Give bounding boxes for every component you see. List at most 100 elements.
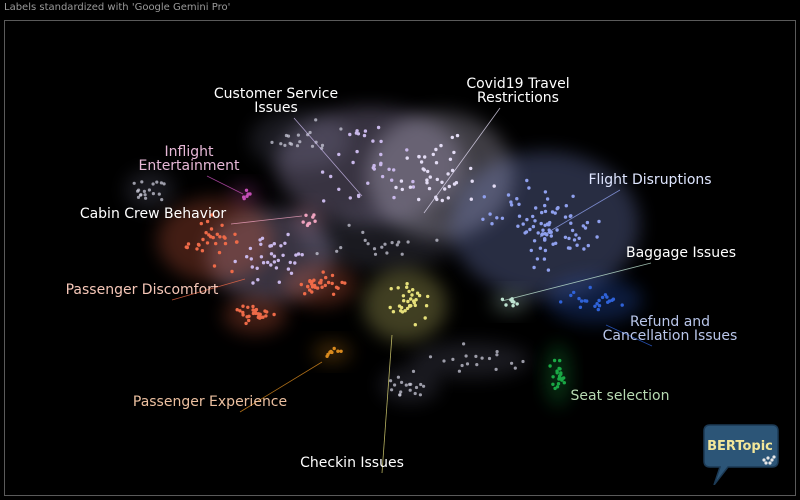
- point-checkin-issues: [411, 288, 415, 292]
- label-line: Refund and: [630, 314, 710, 330]
- point-covid19-travel-restrictions: [446, 196, 450, 200]
- point-flight-disruptions: [585, 220, 590, 225]
- glow-6-2: [223, 296, 287, 334]
- point-refund-and-cancellation-issues: [559, 300, 563, 304]
- point-passenger-discomfort: [251, 311, 256, 316]
- point-flight-disruptions: [539, 221, 543, 226]
- point-flight-disruptions: [572, 238, 577, 242]
- point-customer-service-issues: [281, 253, 285, 257]
- point-covid19-travel-restrictions: [446, 172, 450, 176]
- point-flight-disruptions: [481, 217, 485, 221]
- point-bg: [308, 130, 312, 135]
- point-cabin-crew-behavior: [313, 219, 317, 223]
- point-customer-service-issues: [387, 167, 391, 171]
- point-customer-service-issues: [259, 242, 263, 246]
- point-bg: [339, 246, 343, 250]
- point-flight-disruptions: [536, 231, 540, 235]
- point-seat-selection: [559, 371, 563, 375]
- point-flight-disruptions: [516, 224, 520, 228]
- point-bg: [279, 142, 283, 146]
- bertopic-logo-text: BERTopic: [707, 439, 773, 454]
- point-customer-service-issues: [272, 242, 276, 246]
- glow-6-1: [283, 264, 357, 306]
- point-bg: [397, 240, 401, 244]
- point-passenger-discomfort: [272, 312, 276, 317]
- point-flight-disruptions: [509, 203, 514, 207]
- leader-inflight-entertainment: [206, 175, 244, 195]
- point-customer-service-issues: [288, 260, 292, 265]
- point-checkin-issues: [405, 282, 409, 286]
- point-seat-selection: [553, 386, 557, 391]
- point-customer-service-issues: [266, 260, 270, 265]
- point-checkin-issues: [424, 304, 429, 308]
- point-passenger-discomfort: [246, 305, 250, 309]
- point-bg: [393, 383, 397, 387]
- point-bg: [413, 391, 417, 396]
- point-checkin-issues: [423, 316, 427, 320]
- point-customer-service-issues: [259, 255, 264, 259]
- label-checkin-issues: Checkin Issues: [300, 455, 404, 471]
- point-bg: [390, 388, 394, 392]
- point-bg: [400, 252, 404, 256]
- point-passenger-experience: [339, 349, 343, 353]
- leader-checkin-issues: [381, 334, 393, 474]
- point-passenger-experience: [329, 349, 333, 354]
- point-bg: [366, 242, 370, 246]
- point-bg: [286, 134, 291, 138]
- point-flight-disruptions: [517, 202, 521, 206]
- point-checkin-issues: [409, 297, 413, 301]
- point-passenger-discomfort: [196, 242, 201, 247]
- point-flight-disruptions: [554, 241, 558, 245]
- label-line: Covid19 Travel: [466, 76, 569, 92]
- point-flight-disruptions: [488, 212, 492, 216]
- leader-baggage-issues: [501, 262, 652, 302]
- point-passenger-discomfort: [256, 314, 261, 319]
- point-customer-service-issues: [392, 168, 396, 172]
- point-bg: [475, 363, 479, 367]
- point-flight-disruptions: [543, 237, 547, 242]
- point-bg: [395, 243, 399, 247]
- point-covid19-travel-restrictions: [434, 161, 439, 165]
- point-bg: [295, 144, 300, 148]
- point-checkin-issues: [417, 293, 422, 298]
- point-passenger-discomfort: [222, 235, 226, 239]
- point-bg: [306, 133, 310, 137]
- point-checkin-issues: [415, 291, 420, 295]
- point-checkin-issues: [396, 286, 400, 290]
- point-customer-service-issues: [348, 196, 352, 200]
- point-bg: [495, 350, 499, 354]
- label-flight-disruptions: Flight Disruptions: [588, 172, 711, 188]
- point-bg: [314, 118, 318, 122]
- point-bg: [373, 252, 378, 256]
- label-line: Baggage Issues: [626, 245, 736, 261]
- point-flight-disruptions: [574, 233, 578, 237]
- point-flight-disruptions: [564, 204, 568, 208]
- point-passenger-discomfort: [235, 308, 239, 312]
- point-customer-service-issues: [300, 253, 304, 257]
- point-passenger-discomfort: [214, 241, 218, 246]
- point-customer-service-issues: [293, 261, 297, 265]
- point-passenger-discomfort: [312, 278, 316, 282]
- point-covid19-travel-restrictions: [443, 187, 447, 191]
- point-flight-disruptions: [570, 228, 575, 233]
- point-passenger-discomfort: [230, 269, 234, 274]
- point-seat-selection: [555, 385, 560, 389]
- bertopic-logo: BERTopic: [702, 423, 780, 486]
- point-flight-disruptions: [506, 193, 511, 197]
- point-passenger-discomfort: [238, 309, 242, 313]
- point-passenger-discomfort: [184, 245, 188, 249]
- point-bg: [137, 188, 141, 192]
- point-covid19-travel-restrictions: [428, 175, 432, 179]
- point-checkin-issues: [409, 304, 413, 308]
- point-covid19-travel-restrictions: [439, 143, 443, 148]
- point-bg: [372, 247, 377, 251]
- point-checkin-issues: [406, 299, 410, 304]
- point-customer-service-issues: [251, 281, 255, 285]
- point-flight-disruptions: [542, 257, 547, 261]
- point-customer-service-issues: [366, 181, 370, 185]
- point-customer-service-issues: [376, 125, 381, 130]
- point-customer-service-issues: [392, 195, 396, 200]
- point-bg: [398, 393, 402, 397]
- point-covid19-travel-restrictions: [470, 179, 474, 183]
- point-bg: [435, 238, 439, 242]
